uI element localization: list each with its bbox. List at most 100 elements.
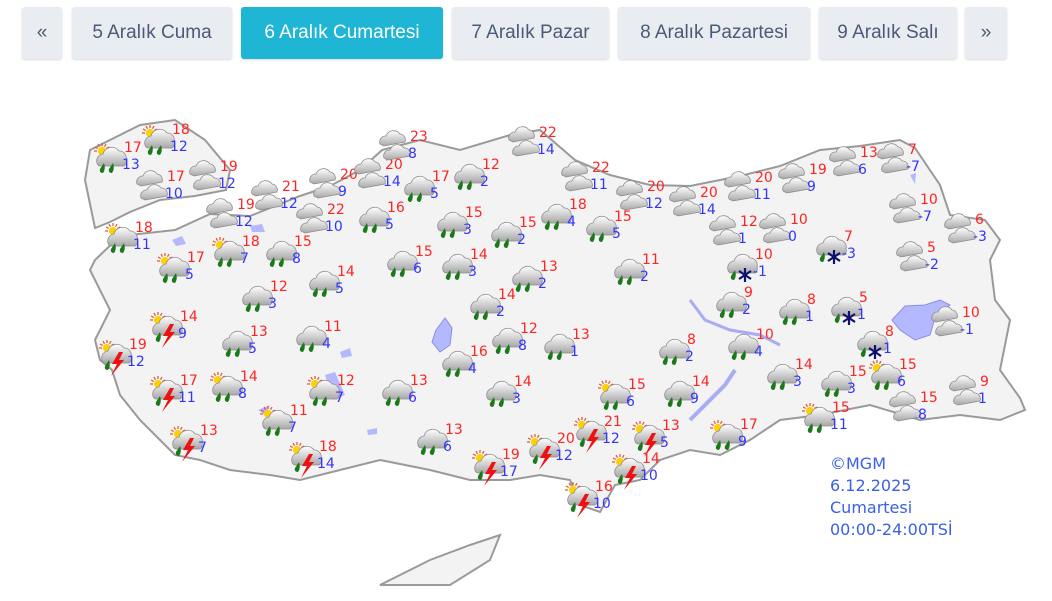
weather-station[interactable]: 13 7 bbox=[168, 424, 238, 464]
rain-icon bbox=[541, 203, 572, 230]
weather-station[interactable]: 13 1 bbox=[540, 328, 610, 368]
weather-station[interactable]: 10 -7 bbox=[888, 193, 958, 233]
weather-station[interactable]: 15 8 bbox=[262, 235, 332, 275]
weather-station[interactable]: 13 6 bbox=[378, 374, 448, 414]
weather-station[interactable]: 14 9 bbox=[660, 375, 730, 415]
weather-station[interactable]: 10 4 bbox=[724, 328, 794, 368]
weather-station[interactable]: 18 11 bbox=[103, 221, 173, 261]
weather-station[interactable]: 16 10 bbox=[563, 480, 633, 520]
weather-station[interactable]: 17 11 bbox=[148, 374, 218, 414]
weather-station[interactable]: 15 6 bbox=[596, 378, 666, 418]
weather-station[interactable]: 17 13 bbox=[92, 141, 162, 181]
weather-station[interactable]: 16 5 bbox=[355, 201, 425, 241]
weather-station[interactable]: 17 10 bbox=[135, 170, 205, 210]
tab-next[interactable]: » bbox=[965, 7, 1007, 59]
weather-station[interactable]: 7 -3 bbox=[812, 230, 882, 270]
weather-station[interactable]: 22 14 bbox=[507, 126, 577, 166]
rain-icon bbox=[512, 265, 543, 292]
weather-station[interactable]: 13 5 bbox=[630, 419, 700, 459]
weather-station[interactable]: 14 10 bbox=[610, 452, 680, 492]
weather-station[interactable]: 15 2 bbox=[487, 216, 557, 256]
weather-station[interactable]: 18 4 bbox=[537, 198, 607, 238]
min-temperature: 4 bbox=[468, 361, 477, 377]
weather-station[interactable]: 23 8 bbox=[378, 130, 448, 170]
weather-station[interactable]: 17 9 bbox=[708, 418, 778, 458]
tab-5-aralik[interactable]: 5 Aralık Cuma bbox=[72, 7, 232, 59]
weather-station[interactable]: 7 -7 bbox=[876, 143, 946, 183]
tab-9-aralik[interactable]: 9 Aralık Salı bbox=[819, 7, 957, 59]
tab-6-aralik[interactable]: 6 Aralık Cumartesi bbox=[241, 7, 443, 59]
weather-station[interactable]: 6 -3 bbox=[943, 213, 1013, 253]
weather-station[interactable]: 15 11 bbox=[800, 401, 870, 441]
tab-7-aralik[interactable]: 7 Aralık Pazar bbox=[452, 7, 609, 59]
max-temperature: 15 bbox=[832, 400, 850, 416]
weather-station[interactable]: 14 3 bbox=[482, 375, 552, 415]
weather-station[interactable]: 20 14 bbox=[668, 186, 738, 226]
weather-station[interactable]: 10 -1 bbox=[723, 248, 793, 288]
weather-station[interactable]: 14 2 bbox=[466, 288, 536, 328]
weather-station[interactable]: 17 5 bbox=[155, 251, 225, 291]
weather-station[interactable]: 13 6 bbox=[413, 423, 483, 463]
weather-station[interactable]: 10 -1 bbox=[930, 306, 1000, 346]
sun-rain-icon bbox=[94, 143, 127, 173]
weather-station[interactable]: 20 12 bbox=[525, 432, 595, 472]
weather-station[interactable]: 16 4 bbox=[438, 345, 508, 385]
weather-station[interactable]: 20 9 bbox=[308, 168, 378, 208]
weather-station[interactable]: 22 10 bbox=[295, 203, 365, 243]
weather-station[interactable]: 5 -2 bbox=[895, 241, 965, 281]
weather-station[interactable]: 15 3 bbox=[817, 365, 887, 405]
weather-station[interactable]: 10 0 bbox=[758, 213, 828, 253]
weather-station[interactable]: 18 12 bbox=[140, 123, 210, 163]
tab-previous[interactable]: « bbox=[22, 7, 62, 59]
weather-station[interactable]: 14 3 bbox=[438, 248, 508, 288]
max-temperature: 10 bbox=[755, 247, 773, 263]
weather-station[interactable]: 20 12 bbox=[615, 180, 685, 220]
rain-icon bbox=[442, 253, 473, 280]
rain-icon bbox=[242, 285, 273, 312]
weather-station[interactable]: 20 11 bbox=[723, 171, 793, 211]
weather-station[interactable]: 19 12 bbox=[205, 198, 275, 238]
weather-station[interactable]: 11 4 bbox=[292, 320, 362, 360]
weather-station[interactable]: 21 12 bbox=[572, 415, 642, 455]
weather-station[interactable]: 17 5 bbox=[400, 170, 470, 210]
tab-8-aralik[interactable]: 8 Aralık Pazartesi bbox=[618, 7, 810, 59]
weather-station[interactable]: 19 17 bbox=[470, 448, 540, 488]
weather-station[interactable]: 18 7 bbox=[210, 235, 280, 275]
weather-station[interactable]: 13 2 bbox=[508, 260, 578, 300]
weather-station[interactable]: 15 3 bbox=[433, 206, 503, 246]
weather-station[interactable]: 19 12 bbox=[188, 160, 258, 200]
weather-station[interactable]: 22 11 bbox=[560, 161, 630, 201]
weather-station[interactable]: 13 5 bbox=[218, 325, 288, 365]
weather-station[interactable]: 12 1 bbox=[708, 215, 778, 255]
weather-station[interactable]: 14 3 bbox=[763, 358, 833, 398]
weather-station[interactable]: 12 8 bbox=[488, 322, 558, 362]
weather-station[interactable]: 15 8 bbox=[888, 391, 958, 431]
weather-station[interactable]: 12 2 bbox=[450, 158, 520, 198]
weather-station[interactable]: 18 14 bbox=[287, 440, 357, 480]
weather-station[interactable]: 12 3 bbox=[238, 280, 308, 320]
weather-station[interactable]: 11 2 bbox=[610, 253, 680, 293]
weather-station[interactable]: 15 6 bbox=[867, 358, 937, 398]
weather-station[interactable]: 12 7 bbox=[305, 374, 375, 414]
max-temperature: 12 bbox=[270, 279, 288, 295]
weather-station[interactable]: 11 7 bbox=[258, 404, 328, 444]
sun-rain-icon bbox=[869, 360, 902, 390]
weather-station[interactable]: 13 6 bbox=[828, 146, 898, 186]
min-temperature: 9 bbox=[690, 391, 699, 407]
weather-station[interactable]: 20 14 bbox=[353, 158, 423, 198]
weather-station[interactable]: 15 6 bbox=[383, 245, 453, 285]
weather-station[interactable]: 19 9 bbox=[777, 163, 847, 203]
weather-station[interactable]: 14 9 bbox=[148, 310, 218, 350]
max-temperature: 18 bbox=[319, 439, 337, 455]
weather-station[interactable]: 14 5 bbox=[305, 265, 375, 305]
weather-station[interactable]: 15 5 bbox=[582, 210, 652, 250]
weather-station[interactable]: 21 12 bbox=[250, 180, 320, 220]
weather-station[interactable]: 19 12 bbox=[97, 338, 167, 378]
weather-station[interactable]: 14 8 bbox=[208, 370, 278, 410]
